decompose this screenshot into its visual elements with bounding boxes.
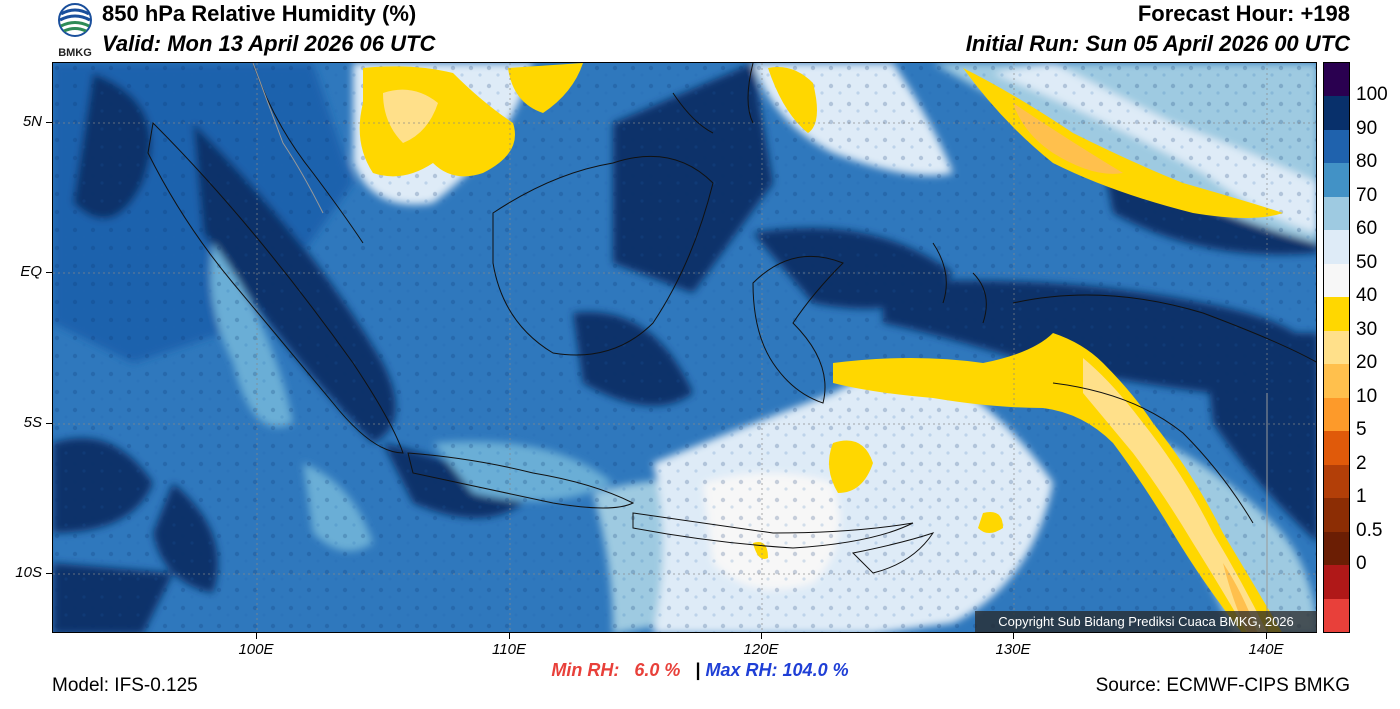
colorbar-segment [1324, 498, 1349, 532]
colorbar-segment [1324, 364, 1349, 398]
min-rh: Min RH: 6.0 % [551, 660, 680, 680]
lon-label-130e: 130E [995, 641, 1031, 658]
colorbar-segment [1324, 464, 1349, 499]
philippines-coast [672, 63, 754, 134]
source-label: Source: ECMWF-CIPS BMKG [1095, 675, 1350, 696]
lat-label-10s: 10S [15, 564, 42, 581]
model-label: Model: IFS-0.125 [52, 675, 198, 696]
colorbar-label: 0 [1356, 553, 1367, 575]
timor-coast [851, 532, 935, 574]
lon-label-140e: 140E [1248, 641, 1284, 658]
lat-tick [46, 423, 52, 424]
colorbar-label: 20 [1356, 352, 1378, 374]
colorbar-segment [1324, 431, 1349, 465]
halmahera-coast [932, 242, 987, 324]
stats-separator: | [695, 660, 701, 680]
lon-label-100e: 100E [238, 641, 274, 658]
forecast-hour: Forecast Hour: +198 [1137, 1, 1350, 26]
colorbar-label: 5 [1356, 419, 1367, 441]
colorbar-label: 100 [1356, 84, 1388, 106]
lon-label-120e: 120E [743, 641, 779, 658]
sulawesi-coast [752, 255, 844, 404]
colorbar-label: 10 [1356, 385, 1378, 407]
lon-tick [1013, 633, 1014, 639]
lat-tick [46, 122, 52, 123]
new-guinea-coast [1012, 294, 1316, 524]
colorbar-label: 90 [1356, 117, 1378, 139]
lat-label-5n: 5N [22, 113, 42, 130]
rh-stats: Min RH: 6.0 % | Max RH: 104.0 % [0, 660, 1400, 681]
colorbar-label: 40 [1356, 285, 1378, 307]
humidity-field [53, 63, 1316, 632]
lat-tick [46, 573, 52, 574]
map-title: 850 hPa Relative Humidity (%) [102, 1, 417, 26]
logo-text: BMKG [58, 47, 92, 58]
initial-run: Initial Run: Sun 05 April 2026 00 UTC [965, 31, 1350, 56]
colorbar-segment [1324, 63, 1349, 97]
nusa-tenggara-coast [632, 512, 914, 549]
lat-label-eq: EQ [20, 263, 42, 280]
colorbar-segment [1324, 297, 1349, 331]
colorbar-label: 80 [1356, 151, 1378, 173]
lon-tick [509, 633, 510, 639]
colorbar-label: 30 [1356, 318, 1378, 340]
lon-tick [1266, 633, 1267, 639]
borneo-coast [492, 155, 714, 356]
colorbar-segment [1324, 196, 1349, 231]
colorbar-segment [1324, 96, 1349, 130]
colorbar-label: 0.5 [1356, 519, 1383, 541]
humidity-map [52, 62, 1317, 633]
colorbar-label: 2 [1356, 452, 1367, 474]
sumatra-coast [147, 121, 404, 454]
colorbar-segment [1324, 565, 1349, 599]
lon-label-110e: 110E [492, 641, 526, 658]
colorbar-segment [1324, 163, 1349, 197]
colorbar-segment [1324, 598, 1349, 632]
java-coast [407, 452, 635, 509]
copyright-notice: Copyright Sub Bidang Prediksi Cuaca BMKG… [975, 611, 1317, 632]
lon-tick [256, 633, 257, 639]
colorbar-label: 50 [1356, 251, 1378, 273]
colorbar-label: 1 [1356, 486, 1367, 508]
colorbar-label: 60 [1356, 218, 1378, 240]
colorbar-segment [1324, 397, 1349, 432]
lat-label-5s: 5S [23, 414, 42, 431]
colorbar [1323, 62, 1350, 633]
colorbar-segment [1324, 531, 1349, 566]
min-rh-prefix: Min RH: [551, 660, 620, 680]
bmkg-logo: BMKG [52, 2, 98, 59]
lon-tick [761, 633, 762, 639]
colorbar-segment [1324, 330, 1349, 365]
max-rh-value: 104.0 % [782, 660, 849, 680]
colorbar-segment [1324, 263, 1349, 298]
colorbar-segment [1324, 230, 1349, 264]
valid-time: Valid: Mon 13 April 2026 06 UTC [102, 31, 436, 56]
min-rh-value: 6.0 % [634, 660, 681, 680]
max-rh-prefix: Max RH: [705, 660, 778, 680]
max-rh: Max RH: 104.0 % [706, 660, 849, 680]
colorbar-segment [1324, 129, 1349, 164]
lat-tick [46, 272, 52, 273]
colorbar-label: 70 [1356, 184, 1378, 206]
